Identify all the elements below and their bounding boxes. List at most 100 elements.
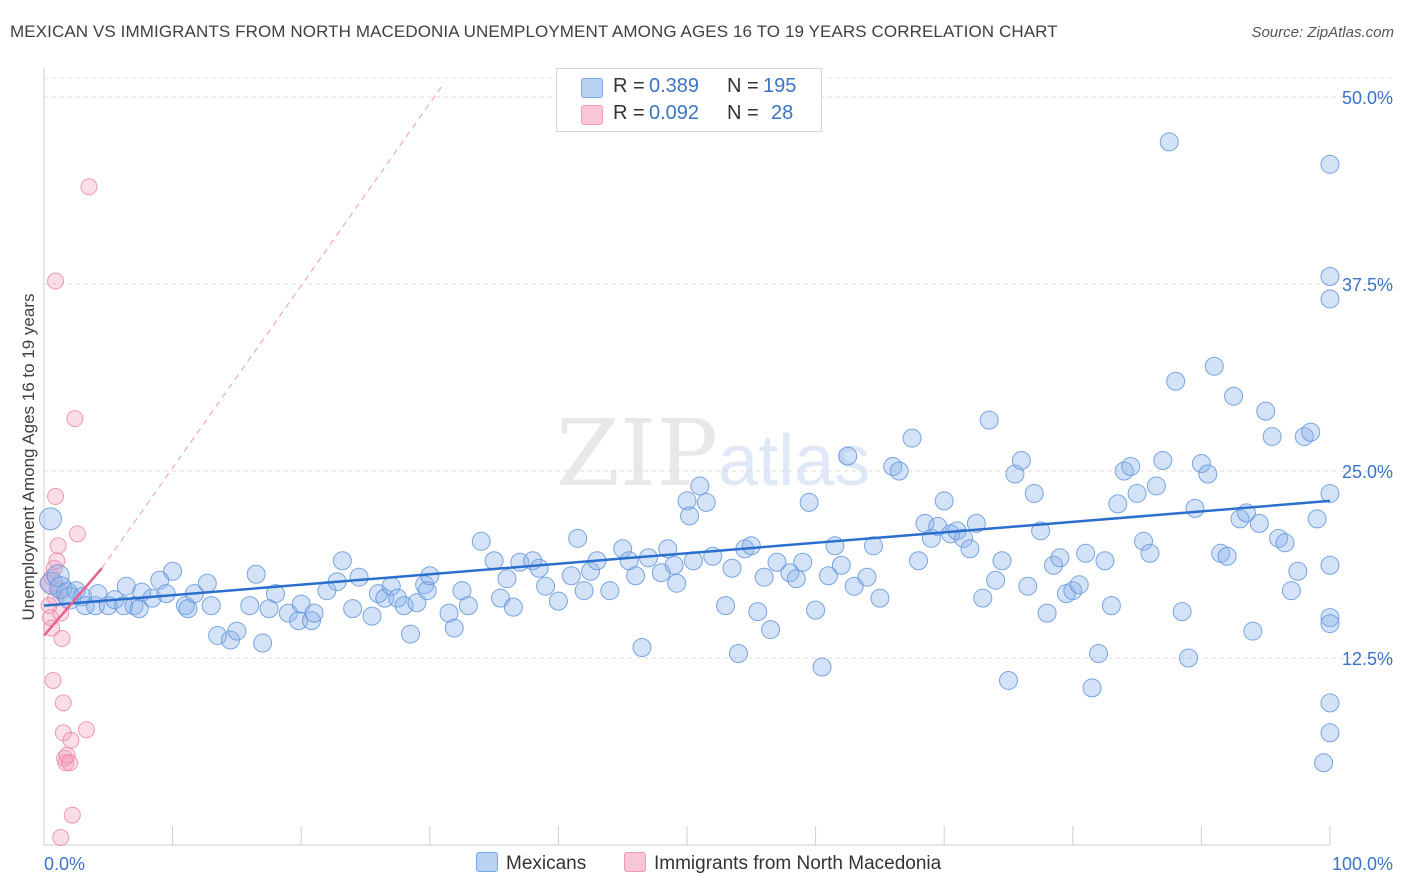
bottom-legend-mexicans-label: Mexicans [506,853,587,874]
mexicans-point [761,620,781,640]
mexicans-point [114,596,134,616]
x-tick-label: 0.0% [44,854,85,874]
mexicans-point [1037,603,1057,623]
mexicans-point [529,558,549,578]
macedonia-point [54,694,72,712]
series-mexicans-points [38,132,1340,773]
mexicans-point [1018,576,1038,596]
mexicans-point [417,581,437,601]
macedonia-point [80,178,98,196]
mexicans-point [838,446,858,466]
mexicans-point [1320,614,1340,634]
macedonia-trend-line [43,567,103,637]
mexicans-point [394,596,414,616]
mexicans-point [870,588,890,608]
mexicans-point [471,531,491,551]
legend-r-value: 0.389 [649,75,700,97]
mexicans-point [1320,693,1340,713]
mexicans-point [722,558,742,578]
mexicans-trend-line [43,499,1331,607]
bottom-legend-macedonia: Immigrants from North Macedonia [624,852,941,876]
bottom-legend-mexicans: Mexicans [476,852,586,876]
mexicans-point [831,555,851,575]
tick-labels: 12.5% 25.0% 37.5% 50.0% 0.0% 100.0% [44,88,1393,874]
mexicans-point [767,552,787,572]
mexicans-point [1191,454,1211,474]
mexicans-point [197,573,217,593]
mexicans-point [1320,289,1340,309]
mexicans-point [1320,723,1340,743]
mexicans-point [332,551,352,571]
mexicans-point [227,621,247,641]
legend-r-value: 0.092 [649,102,700,124]
mexicans-point [986,570,1006,590]
legend-n-label: N = [727,75,759,97]
mexicans-point [1082,678,1102,698]
mexicans-point [568,528,588,548]
y-axis-label: Unemployment Among Ages 16 to 19 years [19,294,38,621]
mexicans-point [129,599,149,619]
mexicans-point [1320,154,1340,174]
mexicans-point [1069,575,1089,595]
mexicans-point [1024,483,1044,503]
mexicans-point [934,491,954,511]
mexicans-point [1256,401,1276,421]
y-tick-label: 37.5% [1342,275,1393,295]
mexicans-point [1307,509,1327,529]
mexicans-point [812,657,832,677]
mexicans-point [1076,543,1096,563]
mexicans-point [1121,457,1141,477]
mexicans-point [979,410,999,430]
mexicans-point [401,624,421,644]
mexicans-point [677,491,697,511]
mexicans-point [536,576,556,596]
mexicans-point [667,573,687,593]
mexicans-point [626,566,646,586]
macedonia-point [77,721,95,739]
correlation-legend: R = 0.389 N = 195 R = 0.092 N = 28 [556,68,822,132]
legend-swatch-mexicans [581,78,603,98]
mexicans-point [1179,648,1199,668]
macedonia-point [61,754,79,772]
macedonia-point [63,806,81,824]
mexicans-point [1146,476,1166,496]
macedonia-point [44,671,62,689]
legend-n-value: 195 [763,75,797,97]
mexicans-point [1044,555,1064,575]
mexicans-point [38,507,62,531]
mexicans-point [973,588,993,608]
mexicans-point [1159,132,1179,152]
mexicans-point [1243,621,1263,641]
mexicans-point [574,581,594,601]
trend-lines [43,85,1331,637]
mexicans-point [999,670,1018,690]
y-tick-label: 25.0% [1342,462,1393,482]
mexicans-point [548,591,568,611]
mexicans-point [301,611,321,631]
watermark-atlas: atlas [718,421,871,501]
legend-n-value: 28 [771,102,794,124]
legend-n-label: N = [727,102,759,124]
mexicans-point [1089,644,1109,664]
legend-r-label: R = [613,75,645,97]
mexicans-point [1314,753,1334,773]
x-tick-label: 100.0% [1332,854,1393,874]
mexicans-point [632,638,652,658]
mexicans-point [343,599,363,619]
mexicans-point [1320,555,1340,575]
y-tick-label: 50.0% [1342,88,1393,108]
mexicans-point [741,536,761,556]
mexicans-point [1217,546,1237,566]
mexicans-point [793,552,813,572]
mexicans-point [1140,543,1160,563]
mexicans-point [1108,494,1128,514]
mexicans-point [1101,596,1121,616]
macedonia-point [62,731,80,749]
grid-lines [44,77,1392,659]
mexicans-point [728,644,748,664]
mexicans-point [953,528,973,548]
mexicans-point [265,584,285,604]
mexicans-point [748,602,768,622]
mexicans-point [1224,386,1244,406]
